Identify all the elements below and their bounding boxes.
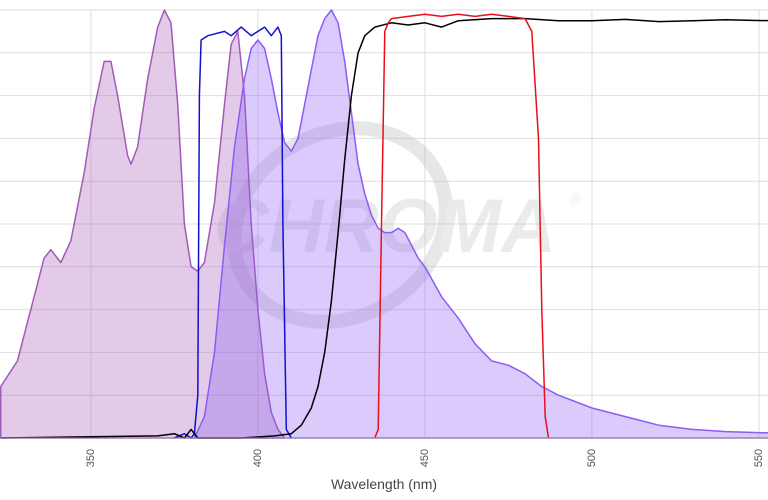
x-tick-label: 500 <box>586 449 598 467</box>
x-tick-label: 450 <box>419 449 431 467</box>
x-tick-label: 350 <box>85 449 97 467</box>
watermark-registered: ® <box>570 192 582 209</box>
x-axis-label: Wavelength (nm) <box>331 476 437 492</box>
x-ticks: 350 400 450 500 550 <box>85 449 765 467</box>
watermark-text: CHROMA <box>214 184 556 269</box>
line <box>174 26 292 439</box>
x-tick-label: 550 <box>753 449 765 467</box>
grid <box>0 9 768 439</box>
area <box>0 9 286 439</box>
watermark: CHROMA ® <box>214 121 582 329</box>
area <box>193 9 768 439</box>
line <box>374 13 550 439</box>
x-tick-label: 400 <box>252 449 264 467</box>
